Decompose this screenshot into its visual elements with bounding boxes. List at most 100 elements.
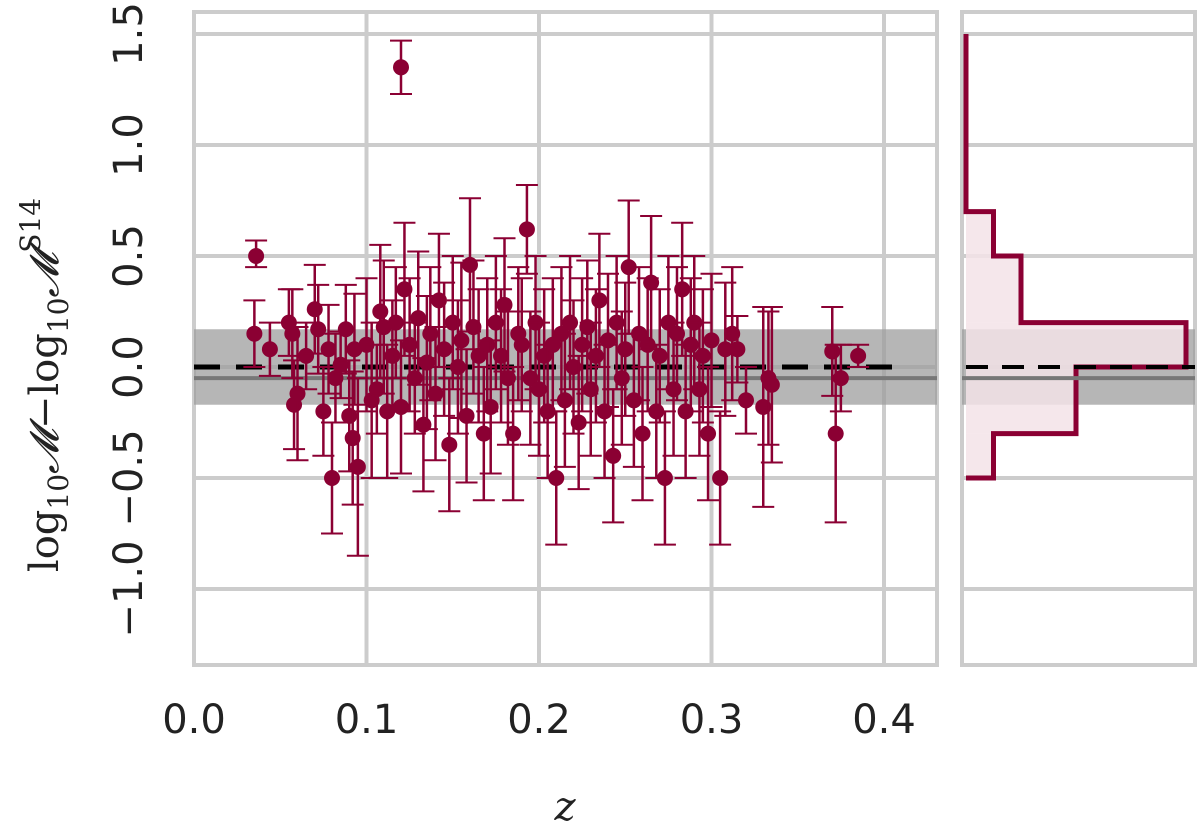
data-point-group xyxy=(324,332,347,424)
data-point xyxy=(665,381,682,398)
data-point xyxy=(406,370,423,387)
data-point xyxy=(570,414,587,431)
x-tick-label: 0.2 xyxy=(507,697,571,743)
data-point xyxy=(605,447,622,464)
data-point xyxy=(617,341,634,358)
data-point xyxy=(682,336,699,353)
data-point xyxy=(832,370,849,387)
data-point-group xyxy=(415,294,438,431)
y-label-sup: S14 xyxy=(14,198,47,253)
data-point xyxy=(453,332,470,349)
data-point xyxy=(310,321,327,338)
data-point xyxy=(298,347,315,364)
data-point-group xyxy=(433,281,456,417)
data-point-group xyxy=(631,366,654,502)
data-point-group xyxy=(390,39,412,95)
data-point xyxy=(449,359,466,375)
data-point-group xyxy=(726,314,749,384)
data-point xyxy=(418,354,435,371)
data-point xyxy=(513,336,530,353)
data-point xyxy=(324,470,340,486)
data-point xyxy=(415,416,432,433)
data-point xyxy=(643,274,660,291)
y-tick-label: −1.0 xyxy=(106,540,152,637)
data-point-group xyxy=(424,326,447,462)
data-point-group xyxy=(372,259,395,395)
y-label-sub-1: 10 xyxy=(42,474,75,510)
y-label-sub-2: 10 xyxy=(42,298,75,334)
data-point xyxy=(441,436,458,453)
data-point-group xyxy=(691,288,714,424)
data-point-group xyxy=(709,410,732,546)
data-point xyxy=(596,403,613,420)
data-point xyxy=(674,281,691,298)
data-point xyxy=(482,398,499,415)
data-point-group xyxy=(307,283,330,375)
data-point xyxy=(591,292,608,309)
data-point xyxy=(349,458,366,475)
histogram-bin xyxy=(966,211,994,256)
y-tick-label: 0.0 xyxy=(106,335,152,399)
data-point xyxy=(703,332,720,349)
data-point xyxy=(427,385,444,402)
data-point-group xyxy=(829,343,852,413)
x-tick-labels: 0.0 0.1 0.2 0.3 0.4 xyxy=(162,697,916,743)
y-tick-label: 1.0 xyxy=(106,113,152,177)
data-point-group xyxy=(760,306,783,464)
data-point xyxy=(691,381,708,398)
data-point-group xyxy=(479,339,502,475)
data-point xyxy=(827,425,844,442)
data-point-group xyxy=(510,277,533,413)
data-point xyxy=(717,341,734,358)
data-point xyxy=(289,385,306,402)
data-point xyxy=(393,398,409,415)
histogram-bin xyxy=(966,256,1021,323)
data-point-group xyxy=(700,272,723,408)
y-tick-label: 0.5 xyxy=(106,224,152,288)
data-point xyxy=(470,347,487,364)
data-point xyxy=(320,341,337,358)
data-point xyxy=(613,370,630,387)
data-point xyxy=(475,425,492,442)
data-point xyxy=(587,347,604,364)
data-point xyxy=(651,347,668,364)
x-tick-label: 0.1 xyxy=(335,697,399,743)
data-point-group xyxy=(653,410,676,546)
data-point-group xyxy=(245,239,268,269)
y-axis-label: log10𝓜−log10𝓜S14 xyxy=(14,198,75,572)
data-point xyxy=(634,425,651,442)
data-point xyxy=(346,341,363,358)
data-point-group xyxy=(502,366,525,502)
data-point-group xyxy=(628,266,651,402)
data-point-group xyxy=(384,266,407,380)
data-point xyxy=(518,221,535,238)
y-tick-label: 1.5 xyxy=(106,2,152,66)
x-axis-label: z xyxy=(553,784,576,829)
data-point xyxy=(306,301,323,318)
data-point xyxy=(562,314,579,331)
y-tick-label: −0.5 xyxy=(106,429,152,526)
data-point xyxy=(261,341,278,358)
histogram-bin xyxy=(966,322,1186,367)
data-point xyxy=(850,347,867,364)
data-point xyxy=(248,248,265,264)
data-point xyxy=(393,59,409,76)
data-point-group xyxy=(295,321,318,391)
data-point xyxy=(738,392,754,409)
data-point-group xyxy=(346,377,369,557)
main-plot-panel xyxy=(192,10,939,667)
data-point xyxy=(493,347,510,364)
data-point-group xyxy=(312,366,335,457)
data-point xyxy=(694,347,711,364)
data-point xyxy=(544,336,561,353)
data-point-group xyxy=(407,250,430,386)
data-point-group xyxy=(343,292,366,406)
data-point xyxy=(315,403,332,420)
data-point xyxy=(462,256,478,273)
data-point xyxy=(631,325,648,342)
data-point xyxy=(505,425,522,442)
data-point xyxy=(656,470,673,486)
data-point xyxy=(387,314,404,331)
data-point xyxy=(556,392,573,409)
x-tick-label: 0.3 xyxy=(680,697,744,743)
